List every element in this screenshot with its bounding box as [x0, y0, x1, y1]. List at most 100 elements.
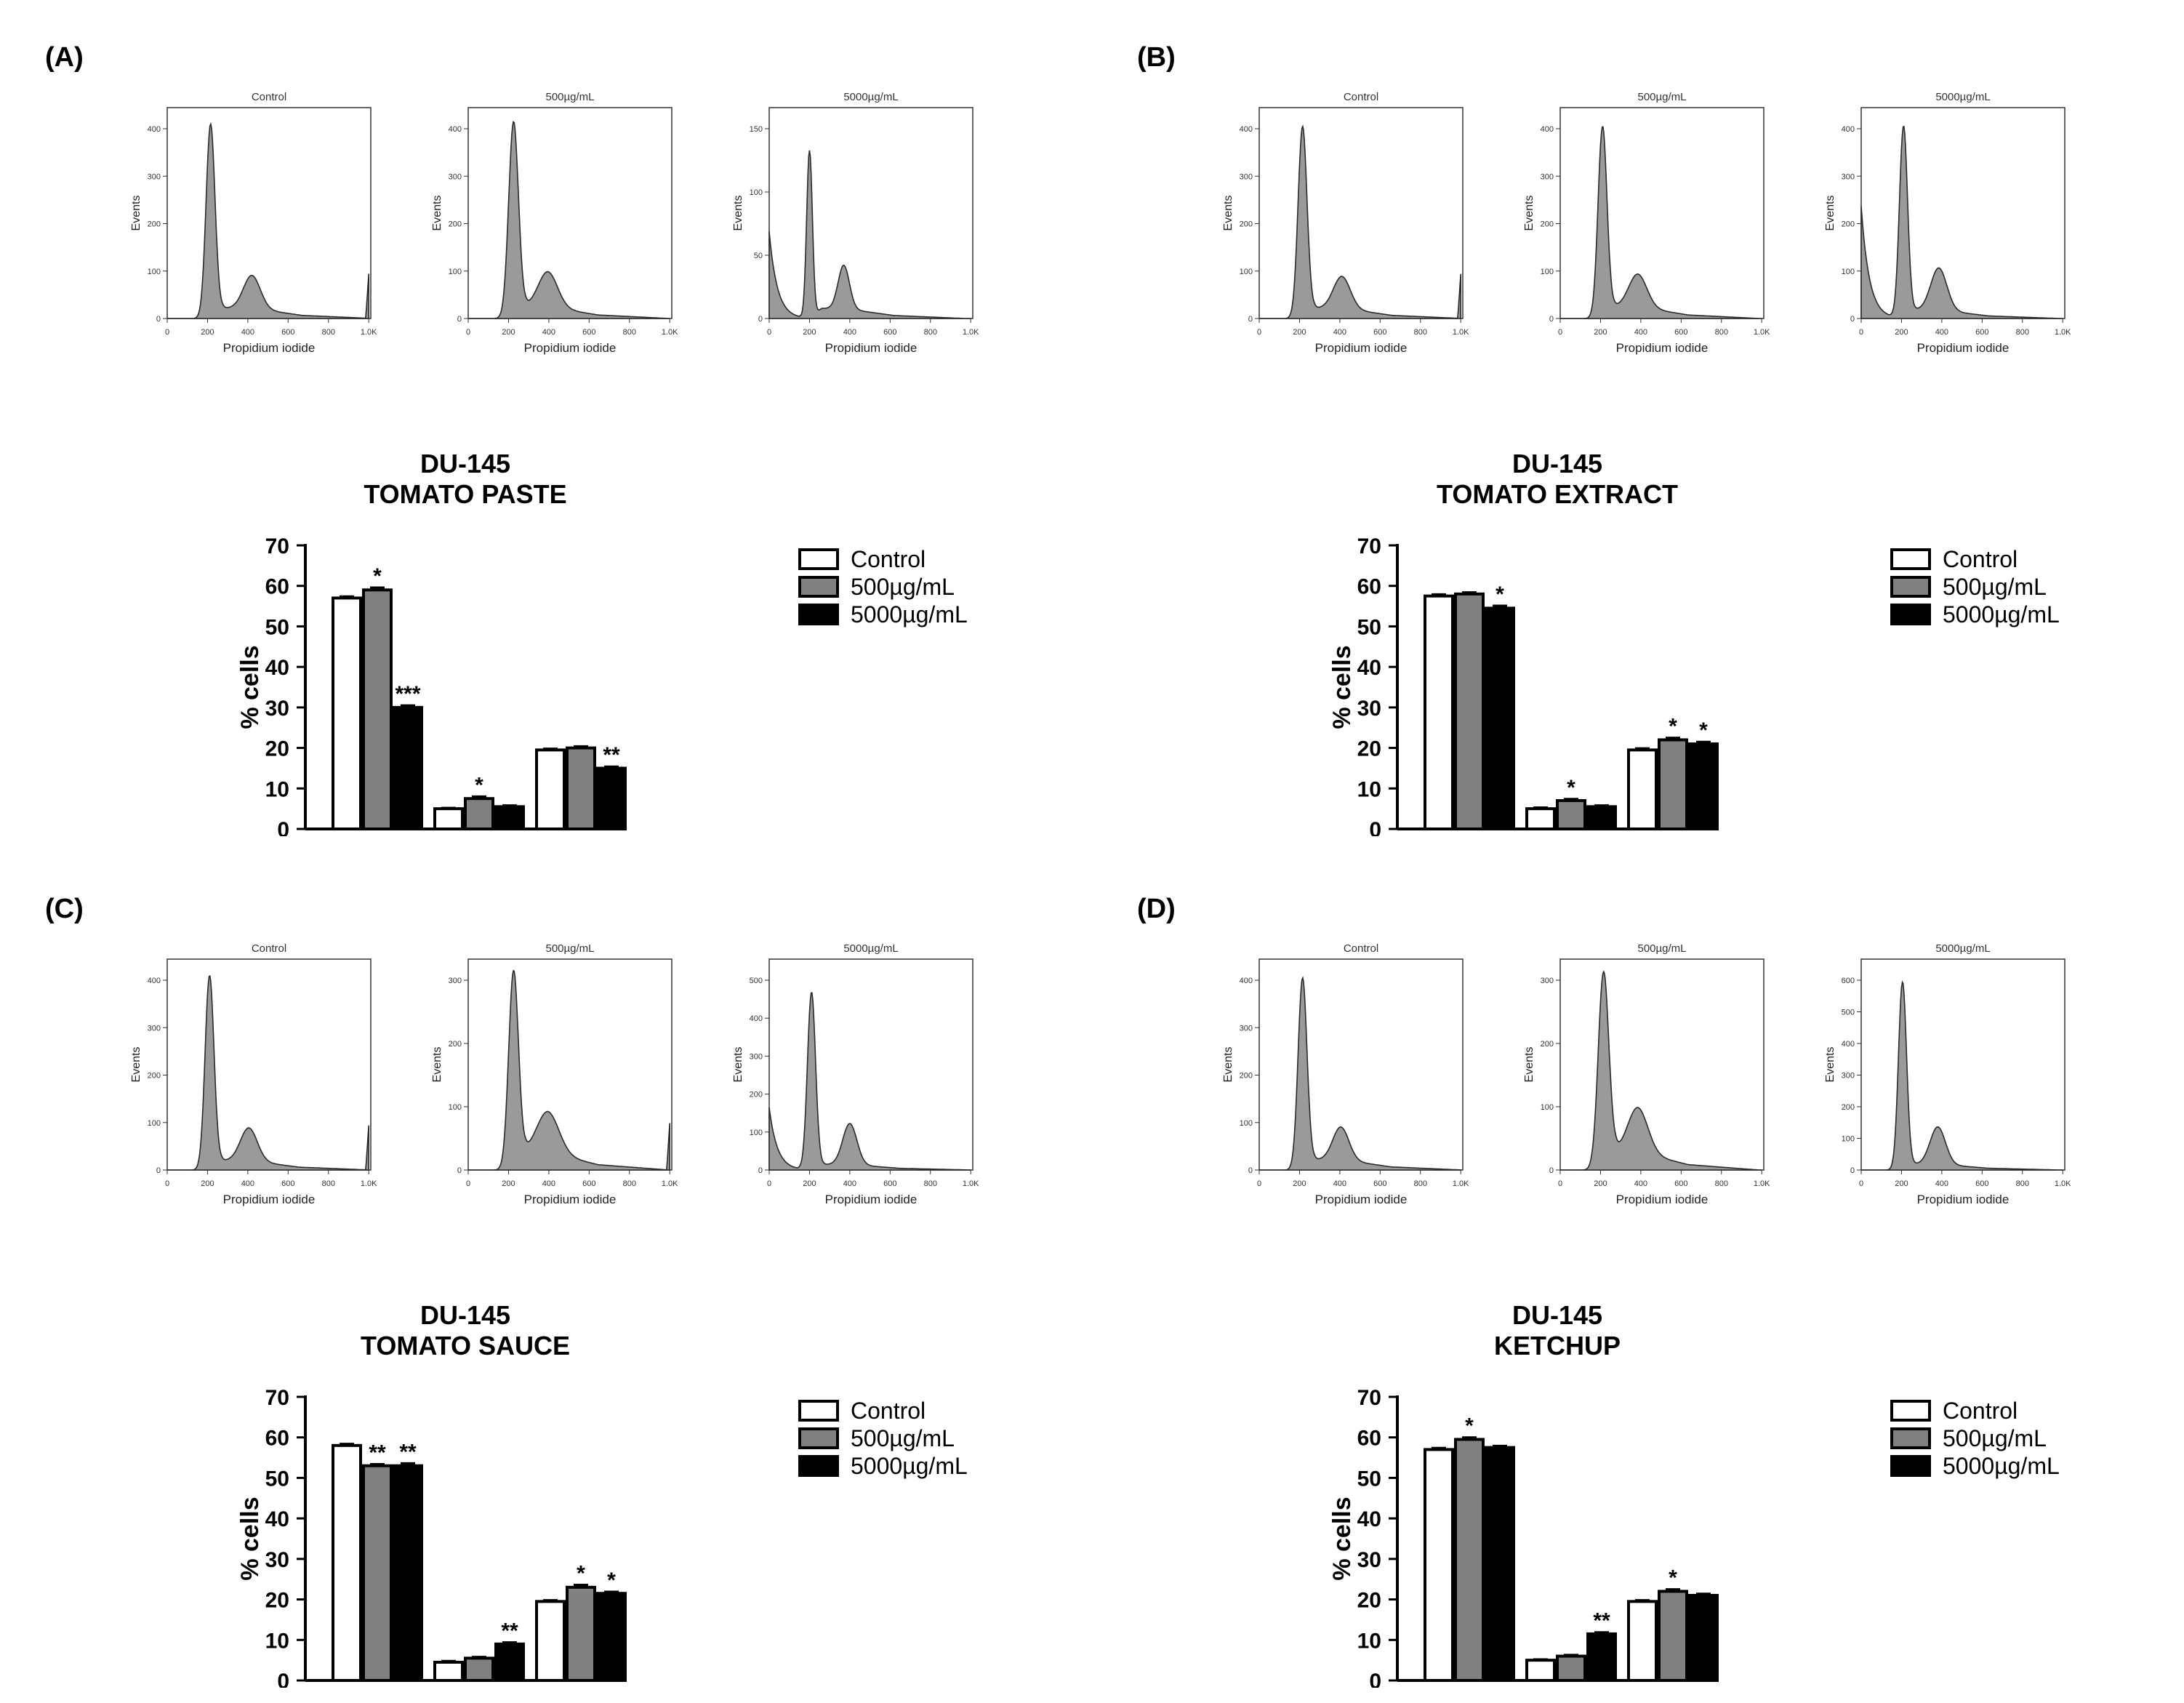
significance-marker: **: [1593, 1609, 1610, 1633]
flow-ytick-label: 300: [1842, 1072, 1855, 1081]
bar: [332, 596, 362, 831]
y-axis-label: % cells: [236, 1496, 264, 1580]
legend-label: 500µg/mL: [851, 574, 955, 600]
y-tick-label: 0: [1369, 1670, 1381, 1688]
flow-ylabel: Events: [1222, 1047, 1234, 1083]
y-tick-label: 20: [265, 1589, 289, 1613]
bar: [1485, 1446, 1515, 1682]
flow-frame: [166, 958, 372, 1171]
y-tick-label: 50: [1357, 1467, 1381, 1491]
panel-b: (B) Control 0 100 200 300 400 0 200 400 600 800 1.0…: [1092, 0, 2184, 852]
flow-ytick-label: 300: [148, 1024, 161, 1033]
panel-label: (B): [1137, 42, 1176, 73]
bar: [596, 1592, 627, 1683]
flow-ylabel: Events: [1523, 196, 1535, 231]
flow-ylabel: Events: [431, 1047, 443, 1083]
flow-ytick-label: 100: [1240, 268, 1253, 276]
flow-histogram-curve: [1259, 124, 1462, 319]
bar: [535, 1600, 566, 1683]
flow-title: 5000µg/mL: [843, 91, 898, 103]
flow-xtick-label: 800: [322, 1179, 335, 1188]
significance-marker: *: [1669, 715, 1677, 739]
flow-ytick-label: 400: [449, 125, 462, 134]
flow-xlabel: Propidium iodide: [1315, 341, 1408, 355]
flow-xlabel: Propidium iodide: [524, 1193, 617, 1206]
flow-xtick-label: 800: [1715, 328, 1728, 337]
flow-xtick-label: 1.0K: [1453, 328, 1469, 337]
legend-label: Control: [851, 1398, 926, 1424]
significance-marker: *: [373, 564, 382, 588]
flow-xtick-label: 800: [1414, 1179, 1427, 1188]
flow-xtick-label: 1.0K: [2055, 328, 2071, 337]
flow-xtick-label: 800: [924, 1179, 937, 1188]
flow-histogram-curve: [167, 122, 370, 319]
flow-xtick-label: 400: [241, 1179, 254, 1188]
flow-xtick-label: 400: [1634, 328, 1647, 337]
bar: [362, 588, 393, 831]
flow-xtick-label: 1.0K: [1453, 1179, 1469, 1188]
flow-xtick-label: 1.0K: [1754, 328, 1770, 337]
flow-title: Control: [1344, 91, 1378, 103]
flow-xtick-label: 400: [1634, 1179, 1647, 1188]
significance-marker: **: [603, 743, 620, 767]
flow-ytick-label: 100: [1842, 1135, 1855, 1144]
flow-ytick-label: 200: [449, 220, 462, 229]
flow-ytick-label: 0: [758, 315, 763, 324]
bar: [1525, 1659, 1556, 1683]
bar: [1688, 1594, 1719, 1682]
flow-xtick-label: 600: [883, 328, 896, 337]
flow-xtick-label: 200: [201, 1179, 214, 1188]
flow-xtick-label: 0: [466, 328, 470, 337]
flow-xtick-label: 800: [924, 328, 937, 337]
flow-title: 500µg/mL: [545, 942, 594, 955]
flow-xtick-label: 200: [201, 328, 214, 337]
flow-xtick-label: 1.0K: [662, 328, 678, 337]
flow-xtick-label: 400: [843, 328, 856, 337]
flow-xtick-label: 600: [1975, 328, 1988, 337]
y-tick-label: 60: [265, 1427, 289, 1451]
bar: [566, 746, 596, 831]
flow-histogram-control: Control 0 100 200 300 400 0 200 400 600 800 1.0K Pro…: [1222, 91, 1469, 355]
flow-ytick-label: 500: [750, 977, 763, 985]
flow-ytick-label: 0: [1248, 315, 1253, 324]
flow-ytick-label: 400: [1842, 1040, 1855, 1049]
flow-ytick-label: 100: [1842, 268, 1855, 276]
flow-histogram-5000: 5000µg/mL 0 100 200 300 400 500 600 0 200 400 600 80…: [1824, 942, 2071, 1206]
flow-xtick-label: 800: [1414, 328, 1427, 337]
flow-xtick-label: 600: [1373, 328, 1386, 337]
bar: [1556, 799, 1586, 830]
significance-marker: *: [1496, 582, 1504, 606]
flow-ylabel: Events: [732, 1047, 744, 1083]
flow-xtick-label: 600: [1975, 1179, 1988, 1188]
flow-ytick-label: 200: [1240, 220, 1253, 229]
flow-xtick-label: 600: [281, 1179, 294, 1188]
flow-xlabel: Propidium iodide: [825, 341, 918, 355]
legend-swatch: [798, 1400, 839, 1422]
bar: [1525, 807, 1556, 831]
flow-histogram-5000: 5000µg/mL 0 100 200 300 400 0 200 400 600 800 1.0K P…: [1824, 91, 2071, 355]
flow-xtick-label: 200: [1293, 328, 1306, 337]
flow-histogram-control: Control 0 100 200 300 400 0 200 400 600 800 1.0K Pro…: [1222, 942, 1469, 1206]
flow-ytick-label: 400: [1842, 125, 1855, 134]
y-axis-label: % cells: [1328, 645, 1356, 729]
flow-xlabel: Propidium iodide: [1616, 341, 1709, 355]
flow-xtick-label: 400: [1935, 328, 1948, 337]
bar: [393, 1464, 423, 1682]
flow-histogram-control: Control 0 100 200 300 400 0 200 400 600 800 1.0K Pro…: [130, 91, 377, 355]
bar: [535, 748, 566, 831]
bar: [1658, 1590, 1688, 1682]
flow-frame: [768, 107, 973, 319]
flow-histogram-curve: [167, 975, 370, 1171]
y-tick-label: 60: [1357, 575, 1381, 599]
chart-subtitle: TOMATO EXTRACT: [1437, 479, 1678, 509]
flow-ylabel: Events: [130, 196, 142, 231]
flow-xlabel: Propidium iodide: [524, 341, 617, 355]
bar: [362, 1464, 393, 1682]
flow-ytick-label: 500: [1842, 1009, 1855, 1017]
y-tick-label: 40: [265, 656, 289, 680]
flow-ylabel: Events: [431, 196, 443, 231]
flow-xtick-label: 600: [883, 1179, 896, 1188]
flow-xtick-label: 400: [843, 1179, 856, 1188]
flow-ytick-label: 100: [750, 1129, 763, 1137]
flow-xtick-label: 0: [1558, 328, 1562, 337]
